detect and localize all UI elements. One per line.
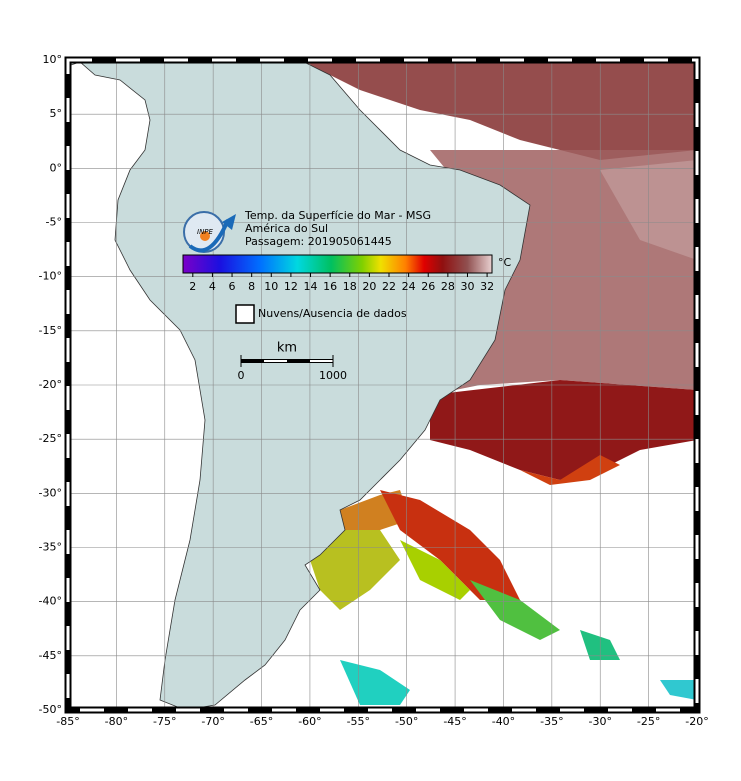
lat-label: -30° (39, 486, 62, 499)
logo-text: INPE (197, 228, 214, 236)
colorbar-label: 22 (382, 280, 396, 293)
logo: INPE (183, 211, 236, 253)
lat-label: -5° (46, 216, 62, 229)
colorbar-label: 12 (284, 280, 298, 293)
lon-label: -80° (105, 715, 128, 728)
lon-label: -45° (443, 715, 466, 728)
scale-label: 0 (238, 369, 245, 382)
lat-label: 10° (43, 53, 63, 66)
colorbar (182, 254, 493, 274)
scale-bar-segment (264, 360, 287, 362)
colorbar-label: 28 (441, 280, 455, 293)
no-data-swatch (235, 304, 255, 324)
lon-label: -65° (250, 715, 273, 728)
colorbar-label: 26 (421, 280, 435, 293)
colorbar-label: 24 (402, 280, 416, 293)
colorbar-label: 2 (189, 280, 196, 293)
lat-label: -50° (39, 703, 62, 716)
lon-label: -20° (685, 715, 708, 728)
lon-label: -85° (56, 715, 79, 728)
lat-label: 5° (50, 107, 63, 120)
colorbar-label: 6 (229, 280, 236, 293)
lat-label: -40° (39, 595, 62, 608)
scale-unit: km (277, 341, 297, 356)
lat-label: -45° (39, 649, 62, 662)
colorbar-unit: °C (498, 256, 512, 269)
colorbar-label: 8 (248, 280, 255, 293)
colorbar-label: 14 (304, 280, 318, 293)
colorbar-label: 10 (264, 280, 278, 293)
lon-label: -35° (540, 715, 563, 728)
lon-label: -30° (588, 715, 611, 728)
lon-label: -75° (153, 715, 176, 728)
lon-label: -50° (395, 715, 418, 728)
lon-label: -40° (492, 715, 515, 728)
colorbar-label: 4 (209, 280, 216, 293)
lat-label: -35° (39, 541, 62, 554)
scale-label: 1000 (319, 369, 347, 382)
legend-region: América do Sul (245, 222, 328, 235)
lat-label: -25° (39, 432, 62, 445)
colorbar-label: 16 (323, 280, 337, 293)
legend-title: Temp. da Superfície do Mar - MSG (244, 209, 431, 222)
lon-label: -70° (201, 715, 224, 728)
lon-label: -55° (347, 715, 370, 728)
legend-pass: Passagem: 201905061445 (245, 235, 392, 248)
lat-label: -15° (39, 324, 62, 337)
frame-ticks (66, 58, 699, 712)
lon-label: -25° (637, 715, 660, 728)
lon-label: -60° (298, 715, 321, 728)
no-data-label: Nuvens/Ausencia de dados (258, 307, 407, 320)
lat-label: 0° (50, 161, 63, 174)
lat-label: -10° (39, 270, 62, 283)
colorbar-label: 18 (343, 280, 357, 293)
scale-bar-segment (310, 360, 333, 362)
colorbar-label: 20 (362, 280, 376, 293)
colorbar-label: 30 (460, 280, 474, 293)
colorbar-label: 32 (480, 280, 494, 293)
lat-label: -20° (39, 378, 62, 391)
